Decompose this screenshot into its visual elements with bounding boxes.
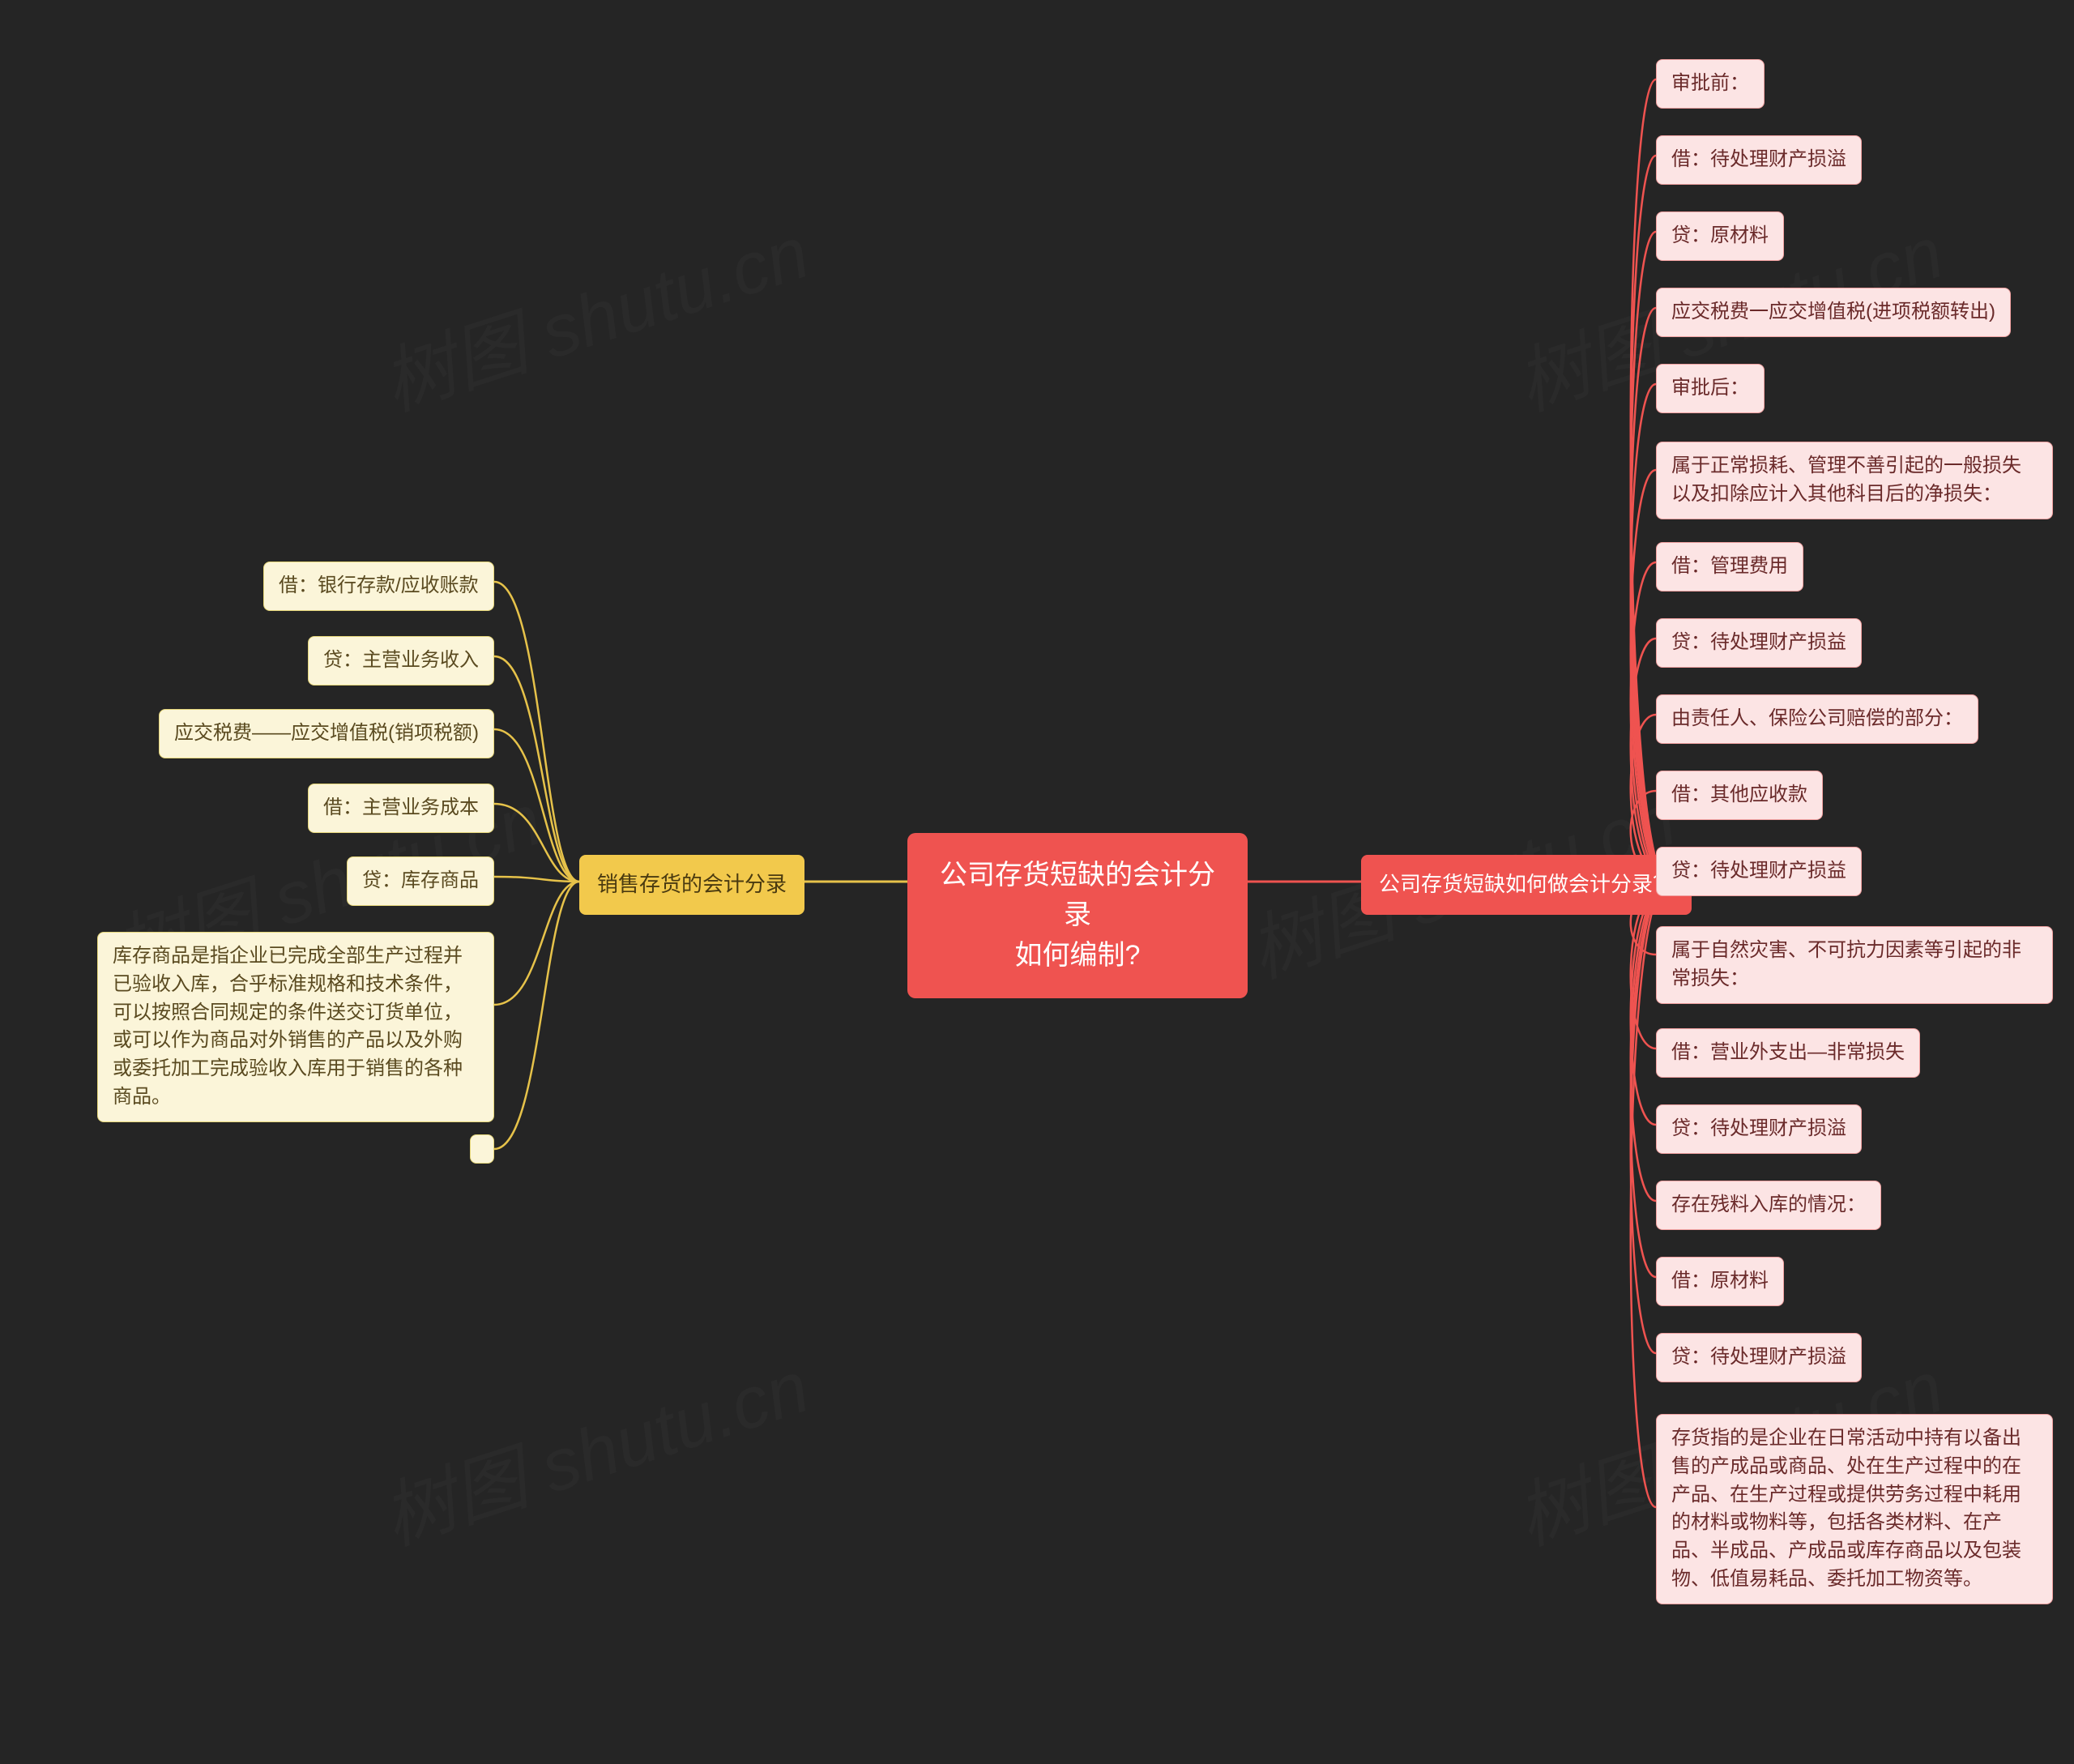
- root-title-line2: 如何编制?: [932, 936, 1223, 976]
- right-leaf-node[interactable]: 存在残料入库的情况：: [1656, 1181, 1881, 1230]
- right-leaf-node[interactable]: 贷：待处理财产损溢: [1656, 1104, 1862, 1154]
- watermark: 树图 shutu.cn: [367, 194, 820, 430]
- right-leaf-node[interactable]: 借：其他应收款: [1656, 771, 1823, 820]
- right-leaf-node[interactable]: 借：营业外支出—非常损失: [1656, 1028, 1920, 1078]
- right-leaf-node[interactable]: 审批前：: [1656, 59, 1765, 109]
- right-leaf-node[interactable]: 属于正常损耗、管理不善引起的一般损失以及扣除应计入其他科目后的净损失：: [1656, 442, 2053, 519]
- left-leaf-node[interactable]: [470, 1134, 494, 1164]
- left-leaf-node[interactable]: 贷：库存商品: [347, 856, 494, 906]
- right-leaf-node[interactable]: 贷：待处理财产损溢: [1656, 1333, 1862, 1382]
- right-leaf-node[interactable]: 存货指的是企业在日常活动中持有以备出售的产成品或商品、处在生产过程中的在产品、在…: [1656, 1414, 2053, 1604]
- right-leaf-node[interactable]: 贷：原材料: [1656, 211, 1784, 261]
- right-leaf-node[interactable]: 借：管理费用: [1656, 542, 1803, 592]
- right-leaf-node[interactable]: 由责任人、保险公司赔偿的部分：: [1656, 694, 1978, 744]
- left-leaf-node[interactable]: 借：主营业务成本: [308, 784, 494, 833]
- left-leaf-node[interactable]: 借：银行存款/应收账款: [263, 562, 494, 611]
- right-leaf-node[interactable]: 贷：待处理财产损益: [1656, 618, 1862, 668]
- left-leaf-node[interactable]: 库存商品是指企业已完成全部生产过程并已验收入库，合乎标准规格和技术条件，可以按照…: [97, 932, 494, 1122]
- root-node[interactable]: 公司存货短缺的会计分录 如何编制?: [907, 833, 1248, 998]
- right-leaf-node[interactable]: 属于自然灾害、不可抗力因素等引起的非常损失：: [1656, 926, 2053, 1004]
- right-leaf-node[interactable]: 审批后：: [1656, 364, 1765, 413]
- left-leaf-node[interactable]: 贷：主营业务收入: [308, 636, 494, 686]
- root-title-line1: 公司存货短缺的会计分录: [932, 856, 1223, 936]
- right-leaf-node[interactable]: 借：待处理财产损溢: [1656, 135, 1862, 185]
- left-leaf-node[interactable]: 应交税费——应交增值税(销项税额): [159, 709, 494, 758]
- watermark: 树图 shutu.cn: [367, 1328, 820, 1565]
- right-leaf-node[interactable]: 应交税费一应交增值税(进项税额转出): [1656, 288, 2011, 337]
- right-leaf-node[interactable]: 贷：待处理财产损益: [1656, 847, 1862, 896]
- right-branch-node[interactable]: 公司存货短缺如何做会计分录？: [1361, 855, 1692, 915]
- right-leaf-node[interactable]: 借：原材料: [1656, 1257, 1784, 1306]
- left-branch-node[interactable]: 销售存货的会计分录: [579, 855, 804, 915]
